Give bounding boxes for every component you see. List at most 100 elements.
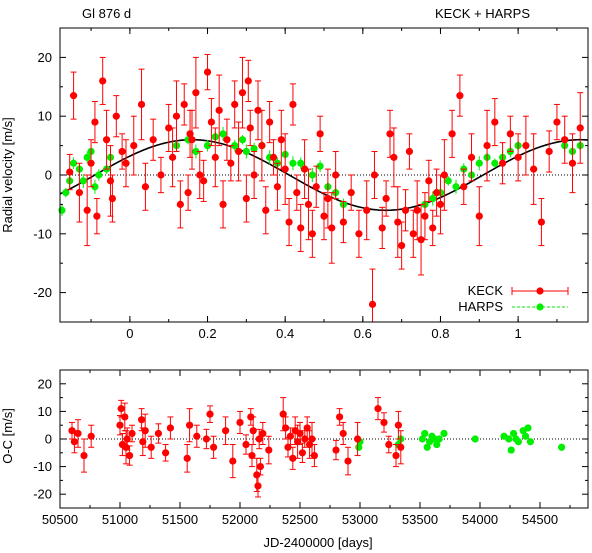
harps-point: [231, 142, 239, 150]
keck-point: [83, 206, 91, 214]
keck-point: [184, 189, 192, 197]
keck-point: [246, 124, 254, 132]
harps-point: [95, 171, 103, 179]
keck-point: [448, 130, 456, 138]
keck-point: [186, 421, 194, 429]
keck-point: [316, 130, 324, 138]
keck-point: [306, 440, 314, 449]
harps-point: [423, 443, 431, 451]
keck-point: [118, 147, 126, 156]
keck-point: [112, 112, 120, 120]
keck-point: [147, 443, 155, 451]
x-tick-label: 52000: [222, 512, 258, 527]
harps-point: [62, 189, 70, 197]
keck-point: [281, 165, 289, 173]
harps-point: [250, 144, 258, 153]
keck-point: [168, 153, 177, 161]
keck-point: [128, 429, 136, 438]
plot-title-right: KECK + HARPS: [435, 6, 530, 21]
keck-point: [324, 194, 332, 203]
keck-point: [296, 429, 304, 438]
keck-point: [277, 136, 285, 144]
harps-point: [491, 159, 499, 167]
keck-point: [172, 112, 181, 120]
keck-point: [188, 136, 196, 144]
keck-point: [297, 224, 305, 232]
y-tick-label: 20: [38, 50, 52, 65]
y-axis-label-oc: O-C [m/s]: [0, 408, 15, 464]
keck-point: [286, 432, 294, 440]
keck-point: [248, 451, 256, 460]
keck-point: [475, 212, 483, 220]
keck-point: [498, 159, 507, 167]
harps-point: [433, 440, 441, 449]
keck-point: [87, 159, 95, 167]
keck-point: [483, 142, 491, 150]
plot-title-left: Gl 876 d: [82, 6, 131, 21]
keck-point: [440, 171, 448, 179]
keck-point: [250, 171, 258, 179]
keck-point: [91, 118, 99, 126]
harps-point: [444, 177, 452, 185]
keck-point: [137, 100, 146, 109]
keck-point: [347, 189, 355, 197]
series-harps: [355, 424, 566, 454]
x-tick-label: 53500: [402, 512, 438, 527]
keck-point: [117, 405, 125, 413]
keck-point: [568, 159, 577, 167]
harps-point: [507, 446, 515, 454]
keck-point: [259, 429, 267, 438]
series-keck: [66, 53, 584, 323]
keck-point: [506, 130, 514, 138]
keck-point: [460, 183, 468, 191]
keck-point: [180, 100, 188, 109]
harps-point: [219, 130, 227, 138]
y-tick-label: 0: [45, 168, 52, 183]
keck-point: [234, 147, 243, 156]
harps-point: [289, 159, 297, 167]
keck-point: [176, 200, 184, 208]
keck-point: [339, 429, 347, 438]
harps-point: [79, 177, 87, 185]
keck-point: [123, 435, 131, 443]
keck-point: [223, 136, 231, 144]
harps-point: [83, 153, 91, 161]
keck-point: [390, 153, 398, 161]
keck-point: [200, 177, 208, 185]
harps-point: [192, 147, 200, 156]
keck-point: [363, 206, 371, 214]
keck-point: [289, 100, 297, 109]
keck-point: [386, 130, 394, 138]
keck-point: [385, 440, 393, 449]
keck-point: [99, 77, 107, 85]
keck-point: [254, 482, 262, 490]
keck-point: [380, 418, 388, 427]
keck-point: [398, 241, 406, 250]
keck-point: [382, 194, 390, 203]
keck-point: [354, 435, 362, 443]
keck-point: [310, 451, 318, 460]
ticks: 0 0.2 0.4 0.6 0.8 1 -20 -10 0 10 20: [33, 27, 588, 341]
harps-point: [91, 183, 99, 191]
harps-point: [471, 435, 479, 443]
keck-point: [154, 429, 162, 438]
keck-point: [421, 212, 429, 220]
keck-point: [553, 118, 561, 126]
keck-point: [417, 236, 425, 244]
harps-point: [297, 159, 305, 167]
x-tick-label: 51500: [162, 512, 198, 527]
keck-point: [80, 451, 88, 460]
harps-point: [475, 159, 483, 167]
harps-point: [418, 435, 426, 443]
keck-point: [394, 421, 402, 429]
x-axis-label: JD-2400000 [days]: [263, 535, 372, 550]
keck-point: [126, 451, 134, 460]
harps-point: [316, 162, 324, 170]
harps-point: [238, 136, 247, 144]
keck-point: [429, 224, 437, 232]
harps-point: [509, 429, 518, 438]
keck-point: [69, 92, 78, 100]
oc-panel: O-C [m/s] JD-2400000 [days] 50500 51000 51…: [0, 369, 589, 550]
legend-label-harps: HARPS: [458, 299, 503, 314]
keck-point: [320, 212, 328, 220]
